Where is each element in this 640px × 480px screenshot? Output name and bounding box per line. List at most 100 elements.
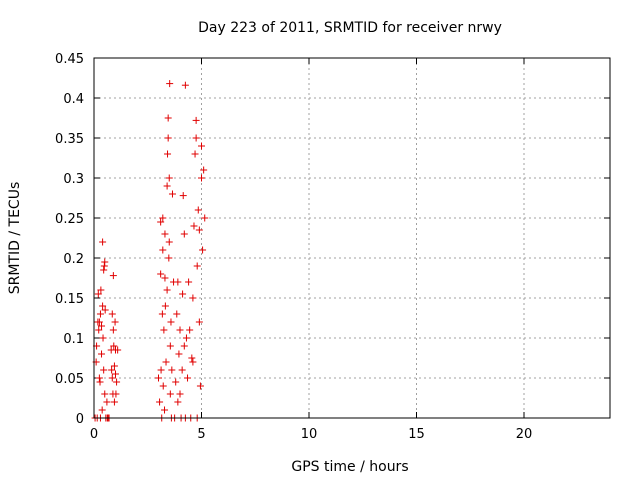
data-point bbox=[178, 366, 186, 374]
data-point bbox=[95, 318, 103, 326]
data-point bbox=[166, 390, 174, 398]
y-tick-label: 0.4 bbox=[63, 92, 84, 107]
x-tick-label: 0 bbox=[90, 427, 98, 442]
data-point bbox=[168, 366, 176, 374]
data-point bbox=[174, 278, 182, 286]
data-point bbox=[195, 318, 203, 326]
data-point bbox=[186, 326, 194, 334]
data-point bbox=[189, 294, 197, 302]
data-point bbox=[196, 382, 204, 390]
data-point bbox=[98, 406, 106, 414]
data-point bbox=[110, 342, 118, 350]
data-point bbox=[176, 390, 184, 398]
data-point bbox=[101, 258, 109, 266]
data-point bbox=[94, 290, 102, 298]
data-point bbox=[201, 214, 209, 222]
x-tick-label: 5 bbox=[197, 427, 205, 442]
data-point bbox=[100, 366, 108, 374]
data-point bbox=[167, 318, 175, 326]
data-point bbox=[185, 278, 193, 286]
data-point bbox=[181, 81, 189, 89]
data-point bbox=[110, 362, 118, 370]
data-point bbox=[160, 326, 168, 334]
data-point bbox=[195, 226, 203, 234]
data-point bbox=[108, 366, 116, 374]
x-axis-label: GPS time / hours bbox=[291, 459, 408, 475]
data-point bbox=[157, 218, 165, 226]
data-point bbox=[111, 318, 119, 326]
data-point bbox=[164, 150, 172, 158]
y-tick-label: 0.45 bbox=[55, 52, 84, 67]
plot-frame bbox=[93, 57, 611, 419]
data-point bbox=[162, 358, 170, 366]
data-point bbox=[161, 302, 169, 310]
y-tick-label: 0.2 bbox=[63, 252, 84, 267]
data-point bbox=[112, 390, 120, 398]
data-point bbox=[97, 286, 105, 294]
data-point bbox=[98, 322, 106, 330]
data-point bbox=[161, 274, 169, 282]
x-tick-label: 10 bbox=[301, 427, 318, 442]
data-point bbox=[96, 378, 104, 386]
data-point bbox=[109, 272, 117, 280]
data-point bbox=[182, 334, 190, 342]
data-point bbox=[95, 374, 103, 382]
data-point bbox=[99, 302, 107, 310]
data-point bbox=[161, 406, 169, 414]
data-points bbox=[91, 80, 209, 422]
data-point bbox=[188, 354, 196, 362]
data-point bbox=[159, 214, 167, 222]
data-point bbox=[176, 326, 184, 334]
data-point bbox=[165, 254, 173, 262]
data-point bbox=[99, 334, 107, 342]
data-point bbox=[192, 116, 200, 124]
chart-title: Day 223 of 2011, SRMTID for receiver nrw… bbox=[198, 20, 502, 36]
grid bbox=[94, 58, 610, 418]
data-point bbox=[159, 382, 167, 390]
y-tick-label: 0.3 bbox=[63, 172, 84, 187]
data-point bbox=[199, 246, 207, 254]
data-point bbox=[112, 370, 119, 378]
y-tick-label: 0 bbox=[76, 412, 84, 427]
data-point bbox=[164, 134, 172, 142]
data-point bbox=[101, 390, 109, 398]
data-point bbox=[158, 310, 166, 318]
y-tick-label: 0.25 bbox=[55, 212, 84, 227]
data-point bbox=[108, 374, 116, 382]
data-point bbox=[164, 114, 172, 122]
data-point bbox=[180, 230, 188, 238]
data-point bbox=[95, 326, 103, 334]
data-point bbox=[101, 306, 109, 314]
data-point bbox=[165, 174, 173, 182]
data-point bbox=[157, 270, 165, 278]
data-point bbox=[198, 174, 205, 182]
data-point bbox=[192, 134, 200, 142]
data-point bbox=[193, 262, 201, 270]
data-point bbox=[174, 398, 182, 406]
data-point bbox=[157, 366, 165, 374]
data-point bbox=[180, 342, 188, 350]
data-point bbox=[163, 182, 171, 190]
data-point bbox=[166, 80, 174, 88]
data-point bbox=[161, 230, 169, 238]
data-point bbox=[100, 266, 108, 274]
y-tick-label: 0.05 bbox=[55, 372, 84, 387]
data-point bbox=[191, 150, 199, 158]
data-point bbox=[173, 310, 181, 318]
data-point bbox=[194, 206, 202, 214]
data-point bbox=[200, 166, 208, 174]
data-point bbox=[108, 310, 116, 318]
y-tick-label: 0.15 bbox=[55, 292, 84, 307]
data-point bbox=[184, 374, 192, 382]
data-point bbox=[113, 378, 121, 386]
data-point bbox=[96, 310, 104, 318]
data-point bbox=[166, 342, 174, 350]
axis-ticks: 0 0.05 0.1 0.15 0.2 0.25 0.3 0.35 0.4 0.45 0 5 10 15 2… bbox=[55, 52, 610, 442]
data-point bbox=[163, 286, 171, 294]
x-tick-label: 15 bbox=[408, 427, 425, 442]
data-point bbox=[198, 142, 205, 150]
data-point bbox=[179, 192, 187, 200]
y-axis-label: SRMTID / TECUs bbox=[7, 182, 23, 295]
data-point bbox=[99, 238, 107, 246]
